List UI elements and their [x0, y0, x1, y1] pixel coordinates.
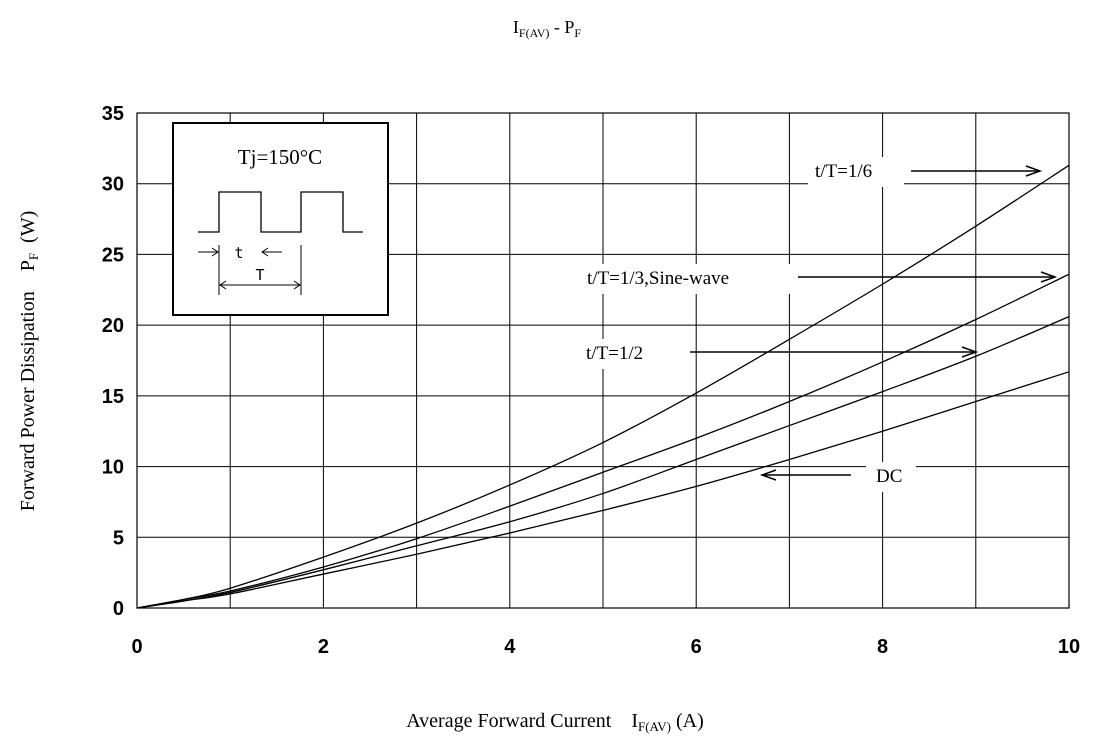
x-tick-label: 8 — [877, 636, 888, 658]
chart-title: IF(AV) - PF — [513, 17, 581, 40]
y-tick-label: 0 — [113, 598, 124, 620]
inset-T-label: T — [255, 266, 264, 284]
y-tick-label: 20 — [102, 315, 124, 337]
series-line-0 — [136, 164, 1070, 609]
T-span-right-head — [293, 280, 301, 290]
pulse-waveform — [198, 191, 363, 233]
series-line-2 — [136, 316, 1070, 609]
y-tick-label: 5 — [113, 527, 124, 549]
y-tick-label: 25 — [102, 244, 124, 266]
y-axis-label-unit: (W) — [17, 211, 39, 253]
x-tick-label: 0 — [131, 636, 142, 658]
annotation-label: t/T=1/6 — [815, 161, 872, 182]
annotation-arrowhead — [1025, 165, 1043, 177]
annotation-arrowhead — [961, 346, 979, 358]
y-tick-label: 30 — [102, 174, 124, 196]
t-arrow-right-head — [261, 247, 269, 257]
inset-condition: Tj=150°C — [238, 145, 322, 169]
annotation-bg — [580, 264, 792, 294]
t-arrow-left-head — [211, 247, 219, 257]
y-tick-label: 35 — [102, 103, 124, 125]
x-axis-label-text: Average Forward Current I — [406, 710, 638, 732]
x-tick-label: 4 — [504, 636, 516, 658]
inset-t-label: t — [234, 244, 243, 262]
annotation-arrowhead — [759, 469, 777, 481]
title-sep: - — [549, 17, 564, 37]
title-main: I — [513, 17, 519, 37]
inset-frame — [172, 122, 389, 316]
series-line-1 — [136, 273, 1070, 609]
annotation-arrowhead — [1040, 271, 1058, 283]
annotation-bg — [808, 157, 904, 187]
y-axis-label-sub: F — [26, 253, 41, 260]
series-line-3 — [136, 371, 1070, 609]
annotation-label: DC — [876, 466, 902, 487]
x-tick-label: 6 — [691, 636, 702, 658]
annotation-label: t/T=1/2 — [586, 343, 643, 364]
x-tick-label: 10 — [1058, 636, 1080, 658]
y-axis-label: Forward Power Dissipation PF (W) — [17, 211, 41, 512]
series-group — [136, 164, 1070, 609]
T-span-left-head — [219, 280, 227, 290]
tick-labels: 0 2 4 6 8 10 0 5 10 15 20 25 30 35 — [102, 103, 1080, 658]
x-tick-label: 2 — [318, 636, 329, 658]
title-second: P — [564, 17, 574, 37]
inset-legend-box: Tj=150°C t T — [172, 122, 389, 316]
title-main-sub: F(AV) — [519, 26, 549, 40]
y-axis-label-text: Forward Power Dissipation P — [17, 260, 39, 511]
x-axis-label-unit: (A) — [671, 710, 704, 732]
annotation-bg — [866, 462, 916, 492]
x-axis-label: Average Forward Current IF(AV) (A) — [406, 710, 704, 734]
x-axis-label-sub: F(AV) — [638, 719, 671, 734]
plot-frame — [136, 112, 1070, 609]
annotation-label: t/T=1/3,Sine-wave — [587, 268, 729, 289]
y-tick-label: 10 — [102, 457, 124, 479]
y-tick-label: 15 — [102, 386, 124, 408]
annotations: t/T=1/6 t/T=1/3,Sine-wave t/T=1/2 DC — [579, 157, 1058, 492]
annotation-bg — [579, 339, 675, 369]
title-second-sub: F — [574, 26, 581, 40]
